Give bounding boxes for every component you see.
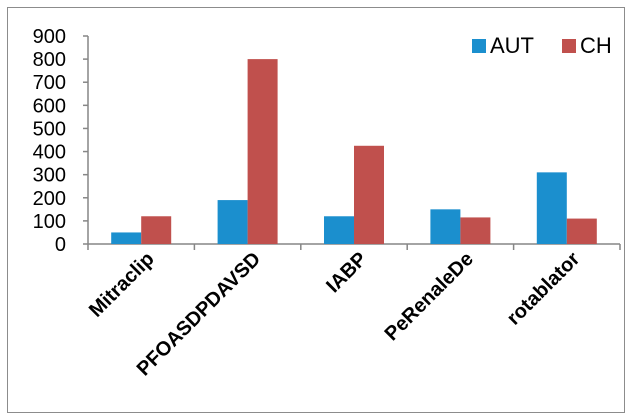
bar-ch-perenalede [460,217,491,244]
legend-label-aut: AUT [490,33,534,58]
bar-ch-pfoasdpdavsd [247,59,278,244]
x-tick-label: rotablator [503,248,585,330]
y-tick-label: 800 [33,49,66,71]
bar-ch-rotablator [566,218,597,244]
legend-label-ch: CH [580,33,612,58]
y-tick-label: 300 [33,165,66,187]
y-tick-label: 0 [55,234,66,256]
x-tick-label: IABP [322,248,371,297]
bar-ch-mitraclip [141,216,172,244]
legend-swatch-ch [562,39,576,53]
legend: AUT CH [472,33,612,58]
bar-aut-iabp [324,216,354,244]
bar-aut-perenalede [430,209,461,244]
y-tick-label: 100 [33,211,66,233]
bars [111,59,597,244]
legend-swatch-aut [472,39,486,53]
chart-frame [7,7,625,413]
bar-ch-iabp [354,145,384,244]
y-tick-label: 400 [33,142,66,164]
x-tick-label: Mitraclip [85,248,159,322]
y-tick-label: 700 [33,72,66,94]
y-tick-label: 900 [33,26,66,48]
bar-aut-pfoasdpdavsd [217,200,248,244]
bar-aut-rotablator [536,172,567,244]
bar-aut-mitraclip [111,232,142,244]
x-tick-label: PeRenaleDe [381,248,478,345]
y-tick-label: 200 [33,188,66,210]
y-tick-label: 500 [33,118,66,140]
y-tick-label: 600 [33,95,66,117]
